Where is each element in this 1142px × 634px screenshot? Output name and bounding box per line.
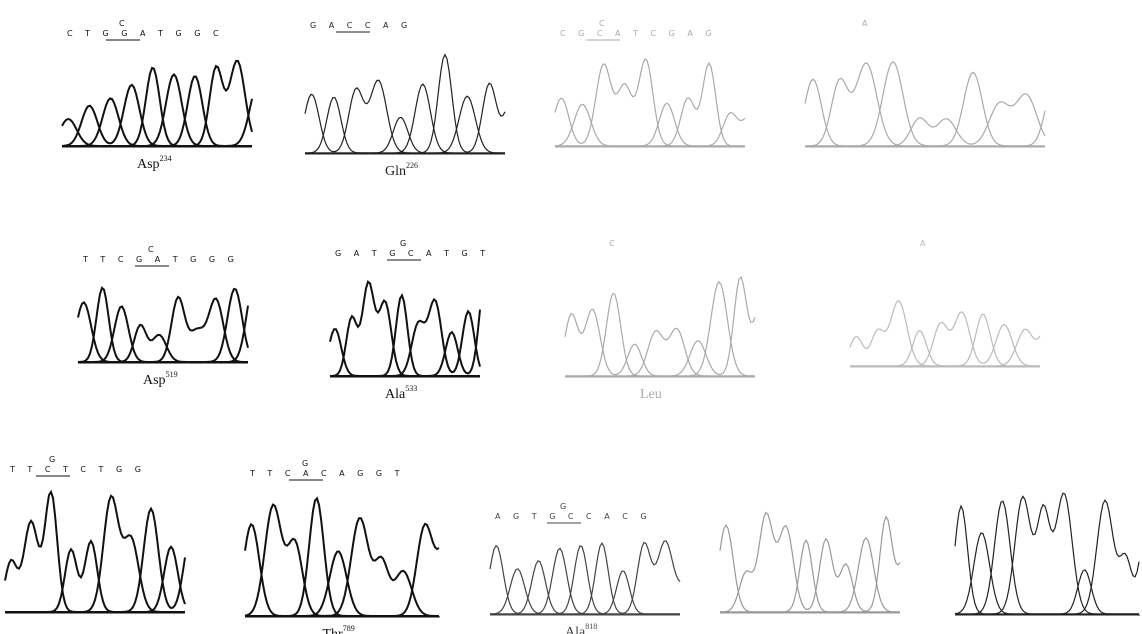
variant-base: A	[862, 19, 868, 28]
trace	[78, 306, 248, 362]
residue-label: Asp519	[143, 370, 178, 388]
trace	[955, 500, 1139, 614]
trace	[565, 282, 755, 376]
variant-base: C	[599, 19, 605, 28]
variant-base: G	[560, 502, 566, 511]
variant-base: A	[920, 239, 926, 248]
variant-base: G	[49, 455, 55, 464]
chromatogram-panel: A	[850, 239, 1040, 367]
trace	[555, 113, 745, 147]
trace	[565, 277, 755, 376]
residue-name: Thr	[323, 627, 344, 634]
sequence: C T G G A T G G C	[67, 29, 224, 38]
trace	[305, 80, 505, 153]
sequence: T T C T C T G G	[9, 465, 146, 474]
chromatogram-panel: C Leu	[565, 239, 755, 402]
trace	[720, 525, 900, 612]
residue-name: Ala	[565, 625, 586, 634]
trace	[62, 61, 252, 146]
residue-label: Ala818	[565, 622, 597, 634]
trace	[305, 55, 505, 153]
chromatogram-panel	[955, 493, 1140, 615]
residue-label: Leu	[640, 387, 662, 402]
chromatogram-panel: A G T G C C A C GG Ala818	[490, 502, 680, 634]
trace	[850, 312, 1040, 366]
residue-position: 533	[405, 384, 417, 393]
residue-position: 234	[160, 154, 172, 163]
trace	[805, 62, 1045, 146]
chromatogram-panel: C G C A T C G A GC	[555, 19, 745, 147]
chromatogram-panel	[720, 513, 900, 614]
residue-label: Gln226	[385, 161, 418, 179]
residue-name: Asp	[137, 157, 160, 172]
chromatogram-panel: A	[805, 19, 1045, 147]
sequence: A G T G C C A C G	[495, 512, 652, 521]
sequence: C G C A T C G A G	[560, 29, 717, 38]
sequence: T T C A C A G G T	[249, 469, 405, 478]
residue-label: Thr789	[323, 624, 355, 634]
residue-position: 226	[406, 161, 418, 170]
residue-position: 818	[585, 622, 597, 631]
sequence: T T C G A T G G G	[82, 255, 239, 264]
residue-name: Leu	[640, 387, 662, 402]
residue-name: Ala	[385, 387, 406, 402]
variant-base: C	[148, 245, 154, 254]
trace	[850, 329, 1040, 366]
chromatogram-panel: T T C G A T G G GC Asp519	[78, 245, 248, 388]
residue-label: Asp234	[137, 154, 172, 172]
chromatogram-panel: C T G G A T G G CC Asp234	[62, 19, 252, 172]
trace	[565, 328, 755, 376]
residue-position: 789	[343, 624, 355, 633]
sequence: G A T G C A T G T	[335, 249, 490, 258]
trace	[805, 94, 1045, 146]
variant-base: C	[609, 239, 615, 248]
trace	[805, 72, 1045, 146]
residue-label: Ala533	[385, 384, 417, 402]
chromatogram-panel: G A C C A G Gln226	[305, 21, 505, 179]
trace	[490, 546, 680, 614]
residue-name: Asp	[143, 373, 166, 388]
trace	[805, 63, 1045, 146]
variant-base: G	[302, 459, 308, 468]
trace	[490, 541, 680, 614]
sequence: G A C C A G	[310, 21, 412, 30]
trace	[955, 501, 1139, 614]
variant-base: C	[119, 19, 125, 28]
chromatogram-panel: T T C A C A G G TG Thr789	[245, 459, 440, 634]
figure: C T G G A T G G CCAsp234G A C C A GGln22…	[0, 0, 1142, 634]
residue-position: 519	[166, 370, 178, 379]
residue-name: Gln	[385, 164, 406, 179]
trace	[555, 103, 745, 146]
variant-base: G	[400, 239, 406, 248]
trace	[78, 297, 248, 362]
chromatogram-panel: G A T G C A T G TG Ala533	[330, 239, 490, 402]
chromatogram-panel: T T C T C T G GG	[5, 455, 185, 613]
trace	[955, 493, 1139, 614]
